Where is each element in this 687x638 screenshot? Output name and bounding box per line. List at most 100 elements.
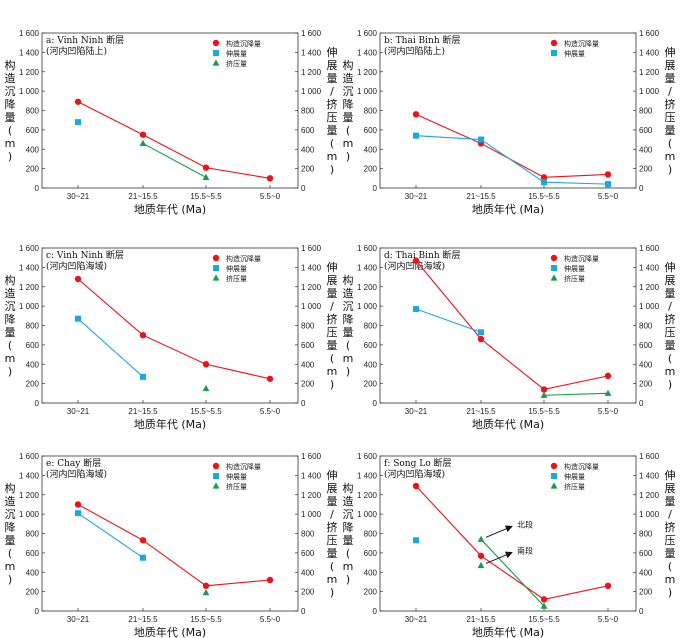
x-axis-label: 地质年代 (Ma) [134, 202, 206, 216]
data-point-subsidence [540, 386, 548, 393]
data-point-compression [202, 173, 210, 180]
legend-label-extension: 伸展量 [564, 264, 585, 273]
y-axis-label-left-char: ) [346, 573, 350, 586]
legend-label-compression: 挤压量 [226, 59, 247, 68]
y-axis-label-right-char: ( [668, 137, 672, 150]
data-point-compression [550, 274, 558, 281]
y-tick-label-right: 800 [639, 107, 653, 116]
y-axis-label-right-char: 挤 [665, 97, 676, 111]
y-axis-label-right-char: / [668, 300, 672, 313]
y-axis-label-left-char: m [343, 560, 354, 573]
x-tick-label: 5.5~0 [260, 192, 281, 201]
data-point-compression [477, 561, 485, 569]
data-point-compression [202, 588, 210, 596]
y-axis-label-left-char: ( [346, 124, 350, 137]
y-tick-label-left: 600 [26, 341, 40, 350]
data-point-extension [478, 136, 484, 143]
data-point-subsidence [412, 257, 420, 264]
y-tick-label-left: 1 400 [357, 471, 378, 480]
y-tick-label-left: 800 [364, 322, 378, 331]
y-tick-label-left: 200 [364, 588, 378, 597]
y-axis-label-left-char: 沉 [5, 300, 16, 313]
chart-panel: 0 200 400 600 800 1 000 1 200 1 400 1 600 0 200 400… [343, 452, 676, 638]
panel-title: c: Vinh Ninh 断层 [46, 249, 124, 261]
y-tick-label-right: 800 [301, 107, 315, 116]
y-tick-label-left: 600 [364, 341, 378, 350]
y-tick-label-left: 200 [26, 588, 40, 597]
y-tick-label-left: 1 000 [357, 302, 378, 311]
y-tick-label-left: 0 [373, 184, 378, 193]
y-tick-label-left: 800 [26, 530, 40, 539]
data-point-subsidence [74, 98, 82, 105]
y-axis-label-left-char: 降 [343, 312, 354, 326]
x-tick-label: 15.5~5.5 [528, 407, 560, 416]
y-tick-label-left: 1 200 [357, 68, 378, 77]
y-axis-label-left-char: m [343, 137, 354, 150]
x-tick-label: 30~21 [405, 615, 428, 624]
y-axis-label-left-char: 沉 [343, 508, 354, 521]
y-axis-label-left-char: 降 [5, 97, 16, 111]
y-tick-label-right: 0 [639, 184, 644, 193]
y-axis-label-right-char: 量 [327, 124, 338, 137]
data-point-extension [413, 537, 419, 544]
legend-label-extension: 伸展量 [226, 264, 247, 273]
series-line-compression [480, 538, 545, 607]
data-point-subsidence [604, 582, 612, 590]
data-point-extension [551, 265, 557, 271]
y-axis-label-left-char: 沉 [343, 85, 354, 98]
y-axis-label-right-char: 展 [327, 59, 338, 72]
data-point-compression [604, 389, 612, 396]
y-tick-label-left: 600 [364, 549, 378, 558]
data-point-subsidence [604, 171, 612, 178]
x-axis-label: 地质年代 (Ma) [134, 625, 206, 638]
y-axis-label-right-char: 量 [327, 547, 338, 560]
y-axis-label-left-char: ( [8, 124, 12, 137]
data-point-compression [212, 482, 220, 489]
y-tick-label-right: 200 [301, 588, 315, 597]
x-tick-label: 21~15.5 [128, 192, 158, 201]
y-axis-label-right-char: 压 [327, 326, 338, 339]
y-tick-label-right: 1 400 [639, 471, 660, 480]
y-axis-label-left-char: ( [346, 339, 350, 352]
y-tick-label-right: 600 [639, 549, 653, 558]
data-point-compression [550, 482, 558, 489]
y-tick-label-right: 1 000 [639, 87, 660, 96]
x-tick-label: 15.5~5.5 [190, 615, 222, 624]
chart-panel: 0 200 400 600 800 1 000 1 200 1 400 1 600 0 200 400… [343, 244, 676, 431]
data-point-compression [212, 274, 220, 281]
data-point-extension [478, 329, 484, 336]
data-point-extension [140, 373, 146, 380]
y-axis-label-left-char: ) [346, 150, 350, 163]
y-tick-label-right: 800 [301, 530, 315, 539]
y-axis-label-right-char: ( [330, 560, 334, 573]
legend-label-compression: 挤压量 [564, 274, 585, 283]
data-point-extension [413, 132, 419, 139]
x-tick-label: 5.5~0 [598, 192, 619, 201]
y-tick-label-right: 1 200 [639, 491, 660, 500]
y-tick-label-left: 800 [26, 322, 40, 331]
y-tick-label-left: 1 600 [357, 29, 378, 38]
y-tick-label-right: 600 [301, 341, 315, 350]
y-tick-label-left: 400 [26, 145, 40, 154]
x-tick-label: 30~21 [405, 407, 428, 416]
y-tick-label-left: 400 [364, 568, 378, 577]
y-axis-label-right-char: ) [330, 378, 334, 391]
data-point-extension [140, 554, 146, 561]
y-tick-label-right: 1 600 [639, 244, 660, 253]
legend-label-subsidence: 构造沉降量 [564, 39, 599, 48]
y-axis-label-left-char: 沉 [5, 508, 16, 521]
y-axis-label-left-char: 构 [343, 273, 354, 287]
y-tick-label-left: 1 400 [19, 48, 40, 57]
data-point-subsidence [212, 462, 220, 470]
chart-panel: 0 200 400 600 800 1 000 1 200 1 400 1 600 0 200 400… [5, 452, 338, 638]
y-tick-label-left: 1 000 [19, 87, 40, 96]
x-axis-label: 地质年代 (Ma) [134, 417, 206, 431]
series-line-subsidence [415, 260, 609, 391]
y-tick-label-right: 200 [639, 380, 653, 389]
y-axis-label-right-char: 展 [665, 482, 676, 495]
data-point-subsidence [212, 39, 220, 47]
legend-label-subsidence: 构造沉降量 [564, 254, 599, 263]
data-point-subsidence [74, 275, 82, 283]
y-axis-label-left-char: 构 [5, 273, 16, 287]
